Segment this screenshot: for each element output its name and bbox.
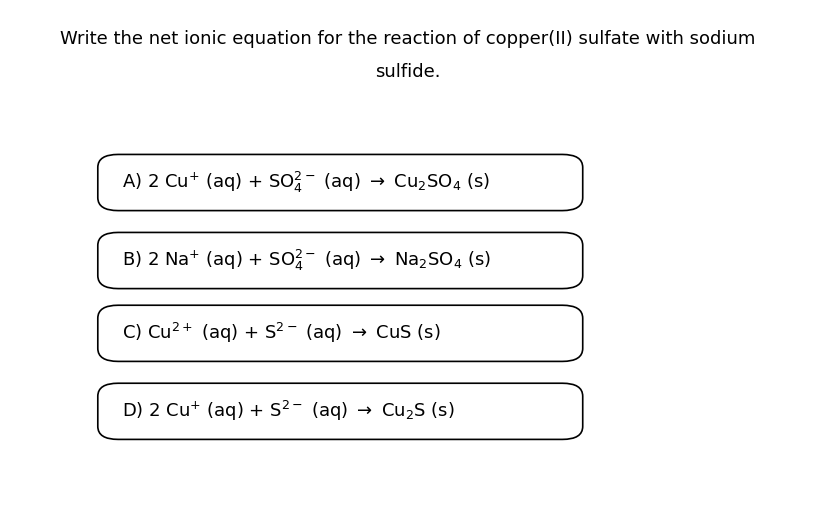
Text: Write the net ionic equation for the reaction of copper(II) sulfate with sodium: Write the net ionic equation for the rea… — [59, 30, 756, 48]
Text: A) 2 Cu$^{+}$ (aq) + SO$_{4}^{2-}$ (aq) $\rightarrow$ Cu$_{2}$SO$_{4}$ (s): A) 2 Cu$^{+}$ (aq) + SO$_{4}^{2-}$ (aq) … — [122, 170, 491, 195]
Text: sulfide.: sulfide. — [375, 63, 440, 81]
Text: D) 2 Cu$^{+}$ (aq) + S$^{2-}$ (aq) $\rightarrow$ Cu$_{2}$S (s): D) 2 Cu$^{+}$ (aq) + S$^{2-}$ (aq) $\rig… — [122, 399, 455, 423]
Text: C) Cu$^{2+}$ (aq) + S$^{2-}$ (aq) $\rightarrow$ CuS (s): C) Cu$^{2+}$ (aq) + S$^{2-}$ (aq) $\righ… — [122, 321, 441, 345]
FancyBboxPatch shape — [98, 383, 583, 439]
FancyBboxPatch shape — [98, 154, 583, 211]
Text: B) 2 Na$^{+}$ (aq) + SO$_{4}^{2-}$ (aq) $\rightarrow$ Na$_{2}$SO$_{4}$ (s): B) 2 Na$^{+}$ (aq) + SO$_{4}^{2-}$ (aq) … — [122, 248, 491, 273]
FancyBboxPatch shape — [98, 232, 583, 289]
FancyBboxPatch shape — [98, 305, 583, 361]
